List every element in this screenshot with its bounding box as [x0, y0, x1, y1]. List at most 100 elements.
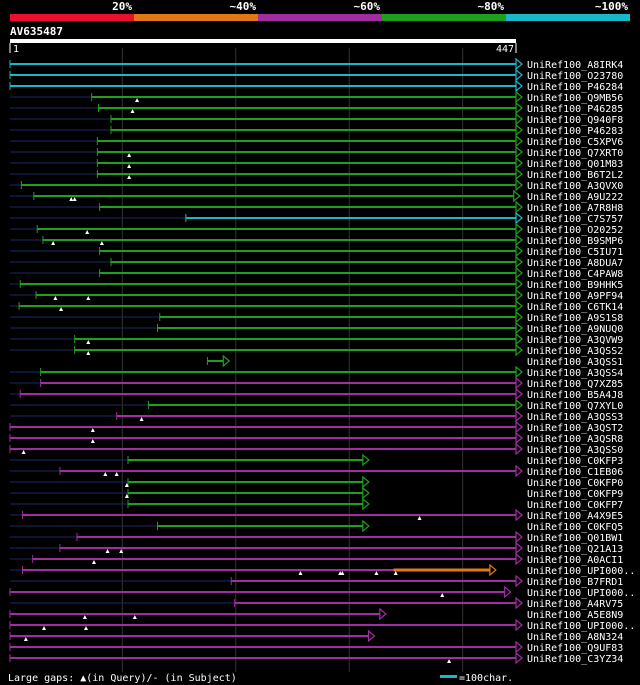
- hit-end-arrow: [515, 57, 523, 71]
- hit-end-arrow: [362, 453, 370, 467]
- query-gap-marker: [59, 307, 64, 311]
- hit-end-arrow: [515, 640, 523, 654]
- hit-row: UniRef100_Q940F8: [10, 112, 623, 126]
- hit-label: UniRef100_A4X9E5: [527, 511, 623, 522]
- hit-row: UniRef100_A3QVW9: [10, 332, 623, 346]
- query-gap-marker: [103, 472, 108, 476]
- hit-row: UniRef100_B9SMP6: [10, 233, 623, 247]
- hit-end-arrow: [515, 167, 523, 181]
- hit-row: UniRef100_A3QST2: [9, 420, 623, 434]
- hit-segment: [97, 162, 517, 164]
- query-gap-marker: [130, 109, 135, 113]
- query-gap-marker: [72, 197, 77, 201]
- hit-row: UniRef100_A9S1S8: [10, 310, 623, 324]
- query-gap-marker: [447, 659, 452, 663]
- query-gap-marker: [124, 483, 129, 487]
- hit-row: UniRef100_C5IU71: [10, 244, 623, 258]
- hit-row: UniRef100_A5E8N9: [9, 607, 623, 621]
- hit-row: UniRef100_Q21A13: [10, 541, 623, 555]
- hit-segment: [10, 657, 516, 659]
- hit-segment: [127, 481, 363, 483]
- hit-row: UniRef100_Q01M83: [10, 156, 623, 170]
- hit-row: UniRef100_A9PF94: [10, 288, 623, 302]
- hit-segment: [22, 569, 394, 571]
- hit-end-arrow: [515, 409, 523, 423]
- query-gap-marker: [124, 494, 129, 498]
- hit-end-arrow: [515, 277, 523, 291]
- hit-row: UniRef100_C0KFP3: [10, 453, 623, 467]
- query-gap-marker: [51, 241, 56, 245]
- hit-label: UniRef100_UPI000..: [527, 621, 635, 632]
- query-gap-marker: [127, 153, 132, 157]
- hit-row: UniRef100_C3YZ34: [9, 651, 623, 665]
- hit-end-arrow: [515, 244, 523, 258]
- hit-label: UniRef100_A3QSS4: [527, 368, 623, 379]
- hit-segment-extension: [393, 568, 490, 572]
- query-id: AV635487: [10, 25, 63, 38]
- hit-row: UniRef100_P46284: [9, 79, 623, 93]
- hit-label: UniRef100_A9U222: [527, 192, 623, 203]
- hit-end-arrow: [515, 464, 523, 478]
- hit-end-arrow: [515, 541, 523, 555]
- hit-segment: [10, 437, 516, 439]
- hit-segment: [10, 74, 516, 76]
- hit-end-arrow: [515, 552, 523, 566]
- hit-segment: [127, 503, 363, 505]
- hit-row: UniRef100_C4PAW8: [10, 266, 623, 280]
- hit-label: UniRef100_A3QSR8: [527, 434, 623, 445]
- query-end-label: 447: [496, 44, 514, 55]
- hit-end-arrow: [367, 629, 376, 643]
- query-gap-marker: [86, 351, 91, 355]
- hit-row: UniRef100_C7S757: [10, 211, 623, 225]
- hit-row: UniRef100_C6TK14: [10, 299, 623, 313]
- legend-segment: [258, 14, 382, 21]
- hit-end-arrow: [515, 200, 523, 214]
- hit-label: UniRef100_A3QSS3: [527, 412, 623, 423]
- hit-segment: [10, 426, 516, 428]
- query-gap-marker: [85, 230, 90, 234]
- query-gap-marker: [91, 560, 96, 564]
- legend-label: 20%: [112, 0, 132, 13]
- hit-end-arrow: [379, 607, 387, 621]
- hit-end-arrow: [515, 266, 523, 280]
- hit-row: UniRef100_A3QVX0: [10, 178, 623, 192]
- hit-label: UniRef100_Q01BW1: [527, 533, 623, 544]
- hit-row: UniRef100_C0KFQ5: [10, 519, 623, 533]
- hit-segment: [127, 459, 363, 461]
- hit-end-arrow: [515, 68, 523, 82]
- hit-end-arrow: [515, 233, 523, 247]
- query-gap-marker: [119, 549, 124, 553]
- hit-segment: [97, 173, 517, 175]
- hit-row: UniRef100_A3QSS3: [10, 409, 623, 423]
- hit-end-arrow: [515, 178, 523, 192]
- query-bar: 1 447: [9, 39, 517, 55]
- hit-end-arrow: [515, 574, 523, 588]
- hit-label: UniRef100_A9S1S8: [527, 313, 623, 324]
- hit-segment: [10, 85, 516, 87]
- hit-label: UniRef100_A3QSS0: [527, 445, 623, 456]
- legend-label: ~60%: [354, 0, 381, 13]
- hit-segment: [74, 338, 517, 340]
- hit-segment: [231, 580, 516, 582]
- hit-segment: [157, 327, 517, 329]
- hit-segment: [148, 404, 517, 406]
- hit-end-arrow: [362, 519, 370, 533]
- query-gap-marker: [139, 417, 144, 421]
- hit-end-arrow: [515, 299, 523, 313]
- hit-label: UniRef100_B6T2L2: [527, 170, 623, 181]
- hit-segment: [59, 547, 516, 549]
- hit-end-arrow: [515, 222, 523, 236]
- hit-row: UniRef100_C0KFP0: [10, 475, 623, 489]
- hit-label: UniRef100_A9NUQ0: [527, 324, 623, 335]
- hit-row: UniRef100_A4X9E5: [10, 508, 623, 522]
- hit-label: UniRef100_C0KFQ5: [527, 522, 623, 533]
- hit-row: UniRef100_A3QSS4: [10, 365, 623, 379]
- hit-label: UniRef100_Q21A13: [527, 544, 623, 555]
- hit-segment: [10, 613, 380, 615]
- hit-label: UniRef100_B7FRD1: [527, 577, 623, 588]
- hit-segment: [91, 96, 516, 98]
- query-gap-marker: [84, 626, 89, 630]
- hit-segment: [99, 272, 516, 274]
- hit-label: UniRef100_C5XPV6: [527, 137, 623, 148]
- hit-segment: [110, 261, 517, 263]
